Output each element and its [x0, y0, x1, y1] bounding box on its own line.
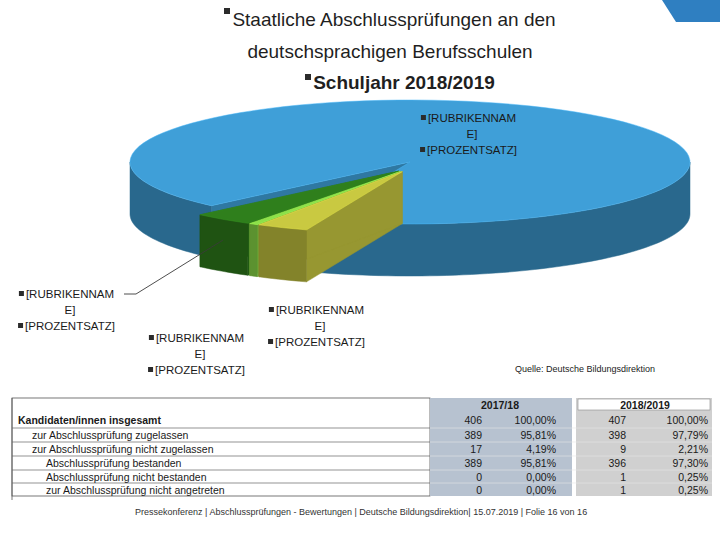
- cell-value: 398: [608, 429, 626, 441]
- cell-value: 100,00%: [515, 414, 556, 426]
- bullet: [149, 335, 154, 340]
- category-label: [RUBRIKENNAME]: [428, 112, 516, 140]
- bullet: [421, 115, 426, 120]
- value-label: [PROZENTSATZ]: [275, 336, 365, 348]
- subtitle-block: Schuljahr 2018/2019: [200, 70, 600, 96]
- category-label: [RUBRIKENNAME]: [26, 288, 114, 316]
- cell-value: 0,00%: [526, 484, 556, 496]
- cell-value: 95,81%: [520, 429, 556, 441]
- bullet: [224, 8, 230, 14]
- data-labels: [RUBRIKENNAME] [PROZENTSATZ] [RUBRIKENNAME…: [18, 112, 517, 376]
- slice: [130, 100, 690, 224]
- cell-value: 97,30%: [672, 457, 708, 469]
- cell-value: 97,79%: [672, 429, 708, 441]
- cell-value: 389: [464, 457, 482, 469]
- cell-value: 4,19%: [526, 443, 556, 455]
- row-label: Kandidaten/innen insgesamt: [18, 414, 161, 426]
- row-label: Abschlussprüfung nicht bestanden: [46, 471, 207, 483]
- table-border: [12, 398, 13, 500]
- slice: [259, 172, 402, 282]
- cell-value: 1: [620, 471, 626, 483]
- plot-area: [130, 100, 690, 282]
- cell-value: 0,00%: [526, 471, 556, 483]
- slice: [130, 100, 690, 276]
- cell-value: 9: [620, 443, 626, 455]
- cell-value: 95,81%: [520, 457, 556, 469]
- slice-wall: [259, 225, 307, 282]
- cell-value: 100,00%: [667, 414, 708, 426]
- row-label: zur Abschlussprüfung nicht angetreten: [46, 484, 225, 496]
- cell-value: 406: [464, 414, 482, 426]
- label-column: [12, 398, 430, 496]
- corner-decoration: [662, 0, 720, 22]
- slice-wall: [200, 215, 248, 276]
- value-label: [PROZENTSATZ]: [427, 144, 517, 156]
- bullet: [268, 339, 273, 344]
- bullet: [19, 291, 24, 296]
- cell-value: 407: [608, 414, 626, 426]
- value-label: [PROZENTSATZ]: [155, 364, 245, 376]
- table: 2017/18 2018/2019 Kandidaten/innen insgesa…: [12, 398, 712, 500]
- bullet: [269, 307, 274, 312]
- row-line: [430, 483, 712, 484]
- subtitle: Schuljahr 2018/2019: [313, 72, 495, 93]
- column-header: 2017/18: [481, 399, 519, 411]
- cell-value: 0: [476, 484, 482, 496]
- cell-value: 0,25%: [678, 471, 708, 483]
- cell-value: 1: [620, 484, 626, 496]
- header-cell: [578, 399, 710, 410]
- source: Quelle: Deutsche Bildungsdirektion: [515, 364, 655, 374]
- pie: [130, 100, 690, 282]
- row-label: Abschlussprüfung bestanden: [46, 457, 182, 469]
- cell-value: 17: [470, 443, 482, 455]
- footer: Pressekonferenz | Abschlussprüfungen - B…: [135, 507, 587, 517]
- cell-value: 0,25%: [678, 484, 708, 496]
- cell-value: 0: [476, 471, 482, 483]
- column-header: 2018/2019: [620, 399, 670, 411]
- column-block: [430, 398, 572, 496]
- bullet: [18, 323, 23, 328]
- category-label: [RUBRIKENNAME]: [156, 332, 244, 360]
- row-line: [430, 470, 712, 471]
- category-label: [RUBRIKENNAME]: [276, 304, 364, 332]
- column-block: [576, 398, 712, 496]
- bullet: [420, 147, 425, 152]
- slice-wall: [250, 224, 257, 277]
- slice: [259, 172, 402, 230]
- row-label: zur Abschlussprüfung zugelassen: [32, 429, 189, 441]
- cell-value: 389: [464, 429, 482, 441]
- title: Staatliche Abschlussprüfungen an den deu…: [232, 9, 555, 62]
- bullet: [305, 74, 311, 80]
- title-block: Staatliche Abschlussprüfungen an den deu…: [190, 4, 590, 68]
- bullet: [148, 367, 153, 372]
- leader-line: [124, 240, 223, 294]
- value-label: [PROZENTSATZ]: [25, 320, 115, 332]
- row-label: zur Abschlussprüfung nicht zugelassen: [32, 443, 214, 455]
- cell-value: 2,21%: [678, 443, 708, 455]
- cell-value: 396: [608, 457, 626, 469]
